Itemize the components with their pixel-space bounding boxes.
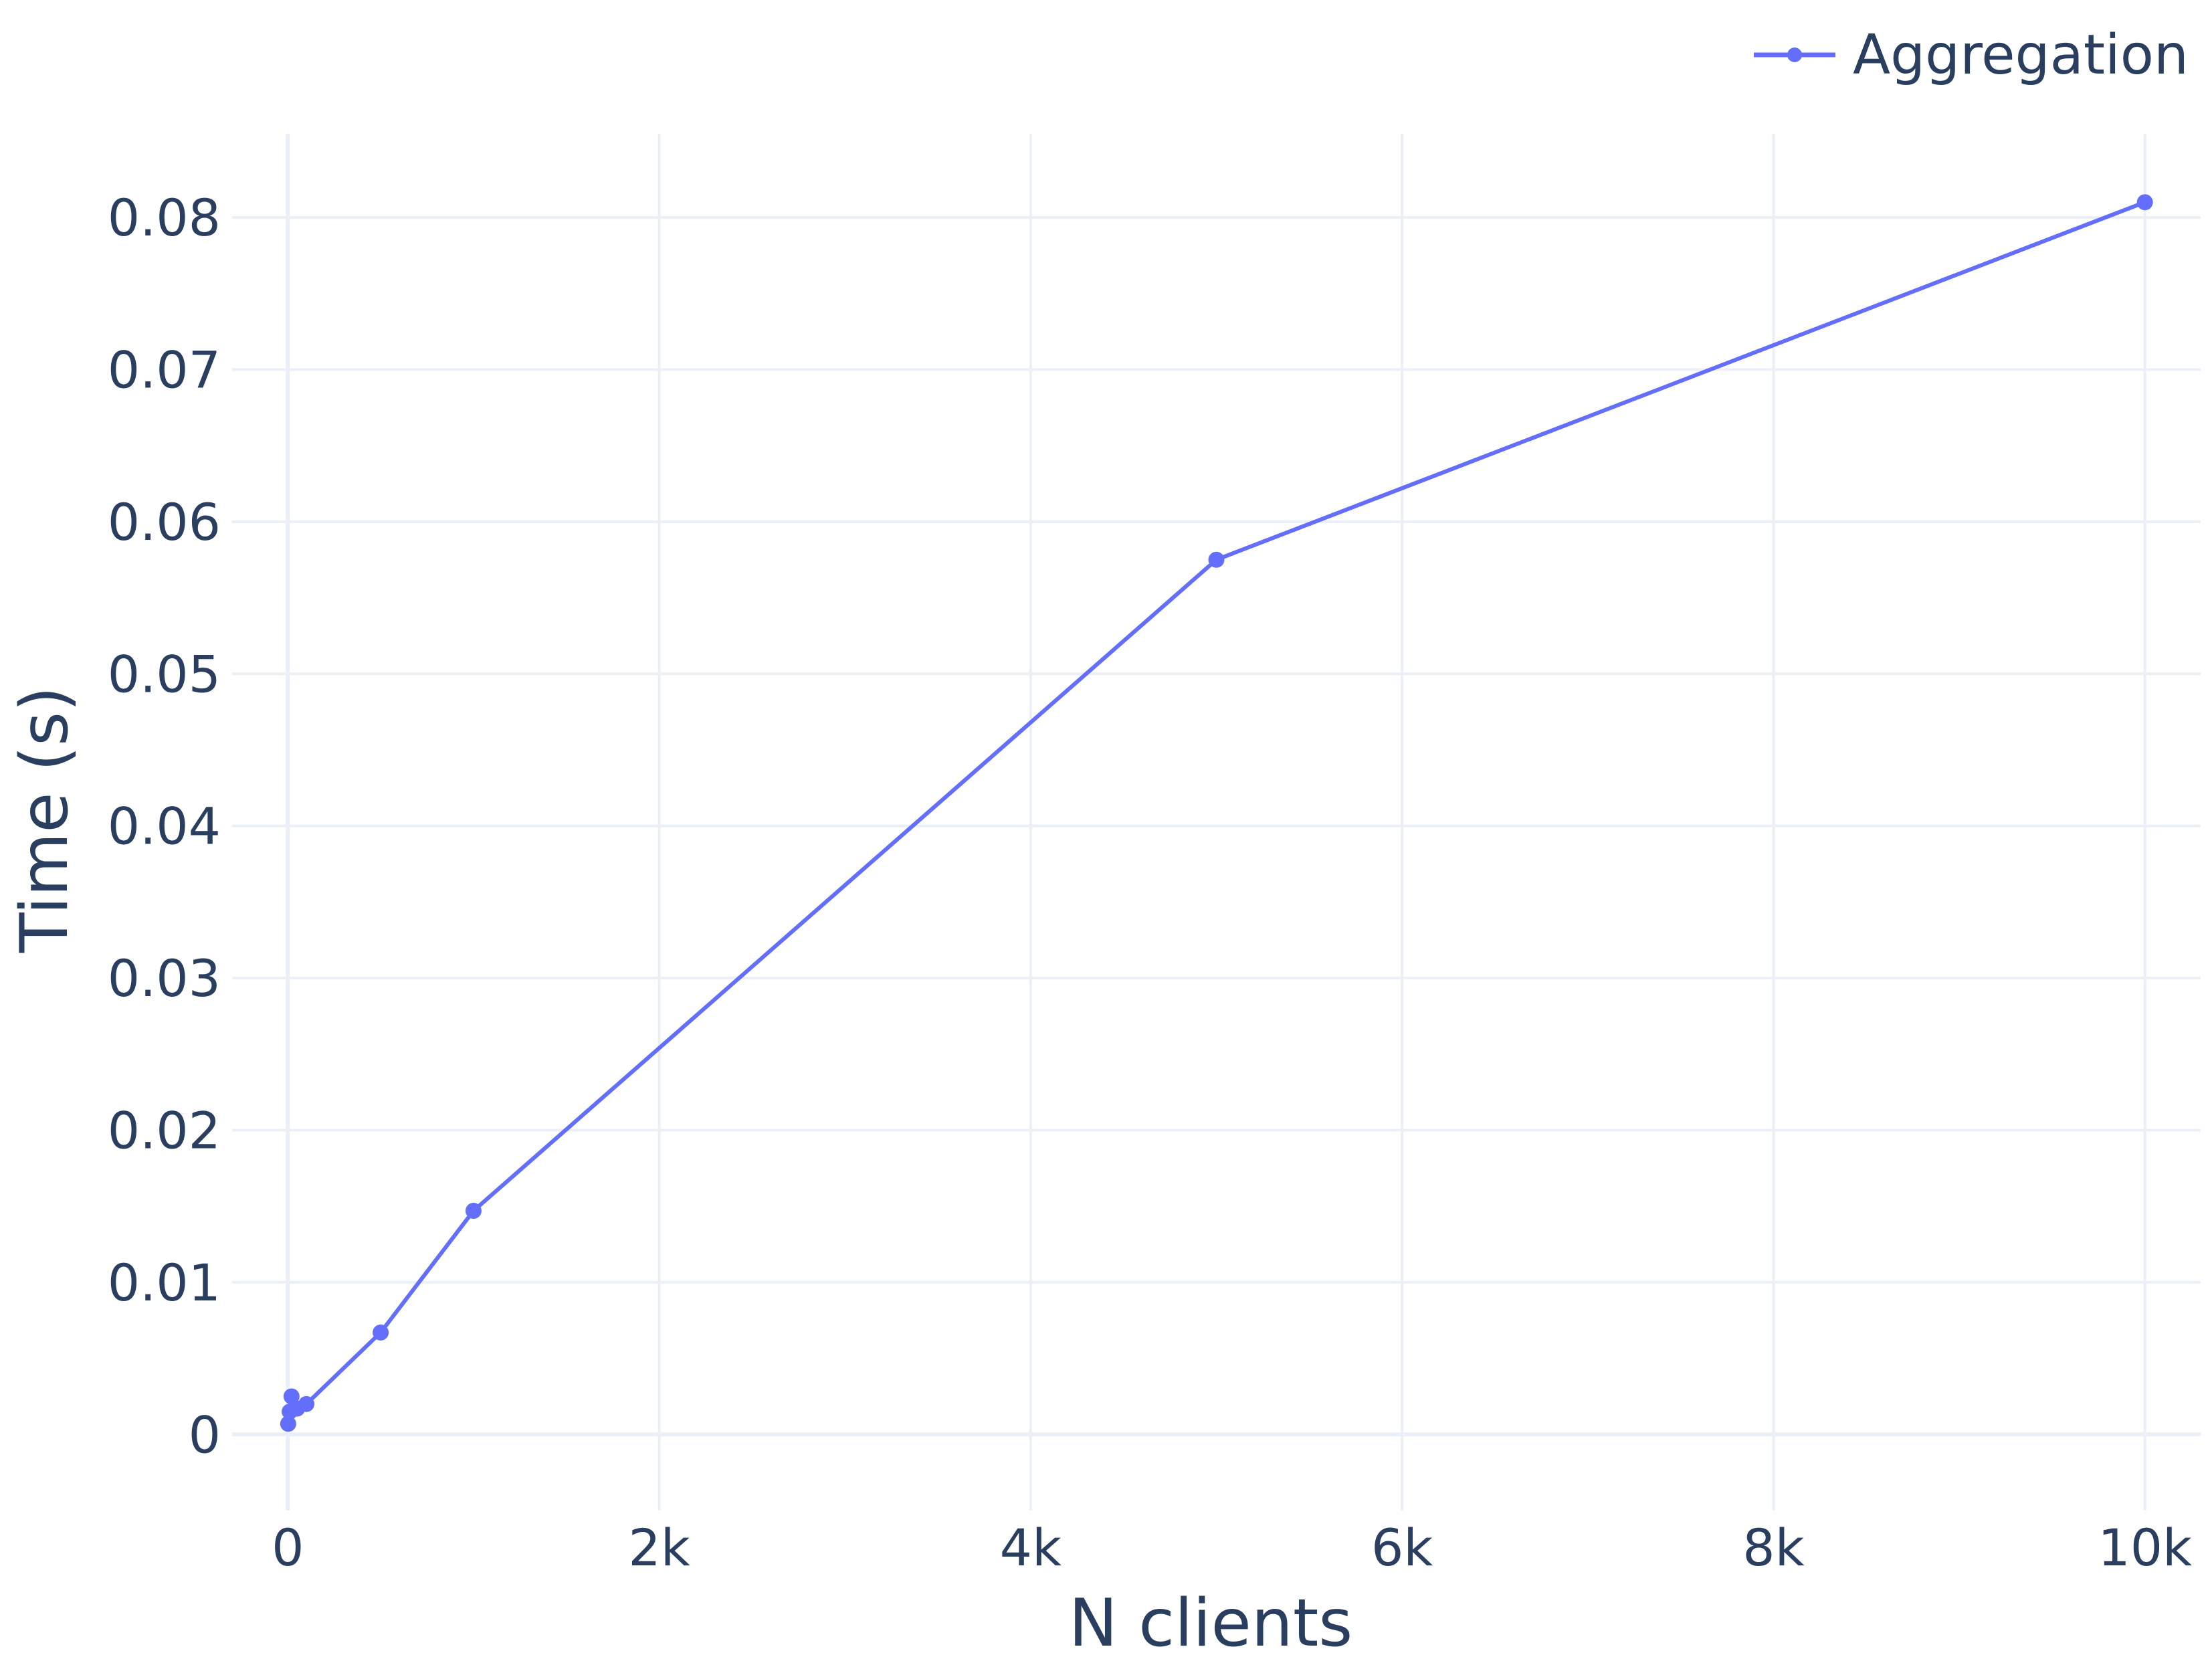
y-axis-title: Time (s) [7,686,83,954]
data-point[interactable] [465,1203,482,1219]
series-layer [280,194,2153,1432]
data-point[interactable] [1208,551,1225,568]
x-axis-ticks: 0 2k 4k 6k 8k 10k [272,1518,2192,1577]
y-tick-label: 0 [189,1405,221,1464]
y-tick-label: 0.05 [108,644,221,704]
x-tick-label: 2k [628,1518,690,1577]
legend-label: Aggregation [1853,23,2189,87]
x-tick-label: 6k [1371,1518,1433,1577]
y-tick-label: 0.08 [108,188,221,248]
data-point[interactable] [2136,194,2153,211]
x-axis-title: N clients [1069,1585,1353,1659]
data-point[interactable] [283,1388,300,1405]
legend[interactable]: Aggregation [1754,23,2189,87]
y-tick-label: 0.06 [108,492,221,552]
x-tick-label: 8k [1742,1518,1804,1577]
legend-marker-icon [1787,47,1802,62]
x-tick-label: 10k [2098,1518,2192,1577]
x-tick-label: 4k [1000,1518,1062,1577]
y-axis-ticks: 0 0.01 0.02 0.03 0.04 0.05 0.06 0.07 0.08 [108,188,221,1464]
y-tick-label: 0.04 [108,797,221,856]
data-point[interactable] [373,1324,389,1341]
x-tick-label: 0 [272,1518,304,1577]
gridlines [232,134,2201,1510]
data-point[interactable] [298,1395,315,1412]
series-line [286,200,2146,1424]
y-tick-label: 0.01 [108,1253,221,1312]
data-point[interactable] [280,1416,296,1432]
y-tick-label: 0.02 [108,1100,221,1160]
y-tick-label: 0.03 [108,949,221,1008]
y-tick-label: 0.07 [108,340,221,399]
